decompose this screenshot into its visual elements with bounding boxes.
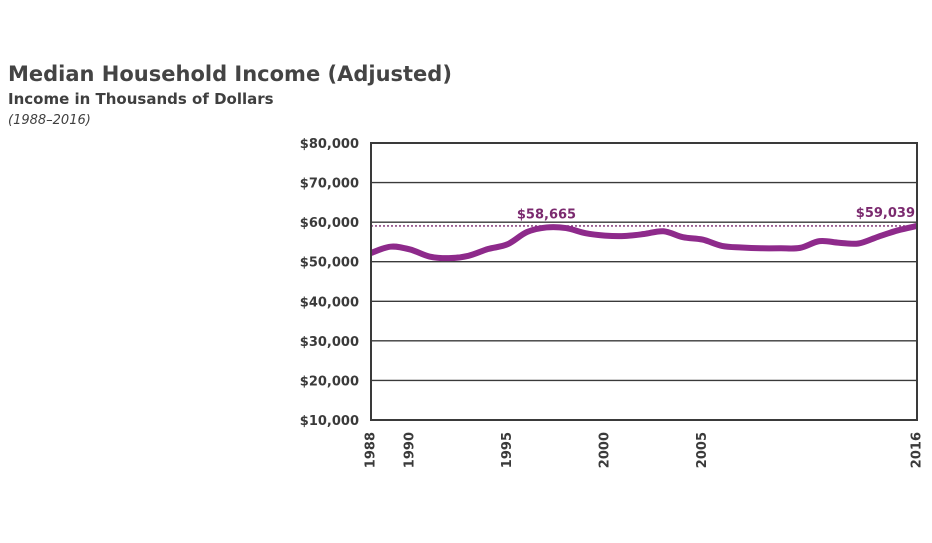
y-tick-label: $70,000 [300,177,359,192]
y-tick-label: $30,000 [300,335,359,350]
grid-lines [371,181,917,382]
y-tick-label: $60,000 [300,216,359,231]
data-label: $58,665 [517,207,576,222]
x-axis-ticks: 1988 1990 1995 2000 2005 2016 [364,432,925,468]
y-tick-label: $40,000 [300,295,359,310]
chart-date-range: (1988–2016) [8,113,91,128]
data-label: $59,039 [856,206,915,221]
y-tick-label: $10,000 [300,414,359,429]
chart-title: Median Household Income (Adjusted) [8,62,452,86]
annotations: $58,665 $59,039 [517,206,915,222]
plot-frame [370,142,918,421]
chart-subtitle: Income in Thousands of Dollars [8,90,274,108]
y-axis-ticks: $10,000 $20,000 $30,000 $40,000 $50,000 $60,0… [300,137,359,429]
y-tick-label: $50,000 [300,256,359,271]
x-tick-label: 2000 [598,432,613,468]
x-tick-label: 2005 [695,432,710,468]
x-tick-label: 1995 [500,432,515,468]
y-tick-label: $20,000 [300,374,359,389]
x-tick-label: 2016 [910,432,925,468]
x-tick-label: 1988 [364,432,379,468]
series-line [369,223,918,262]
x-tick-label: 1990 [403,432,418,468]
y-tick-label: $80,000 [300,137,359,152]
